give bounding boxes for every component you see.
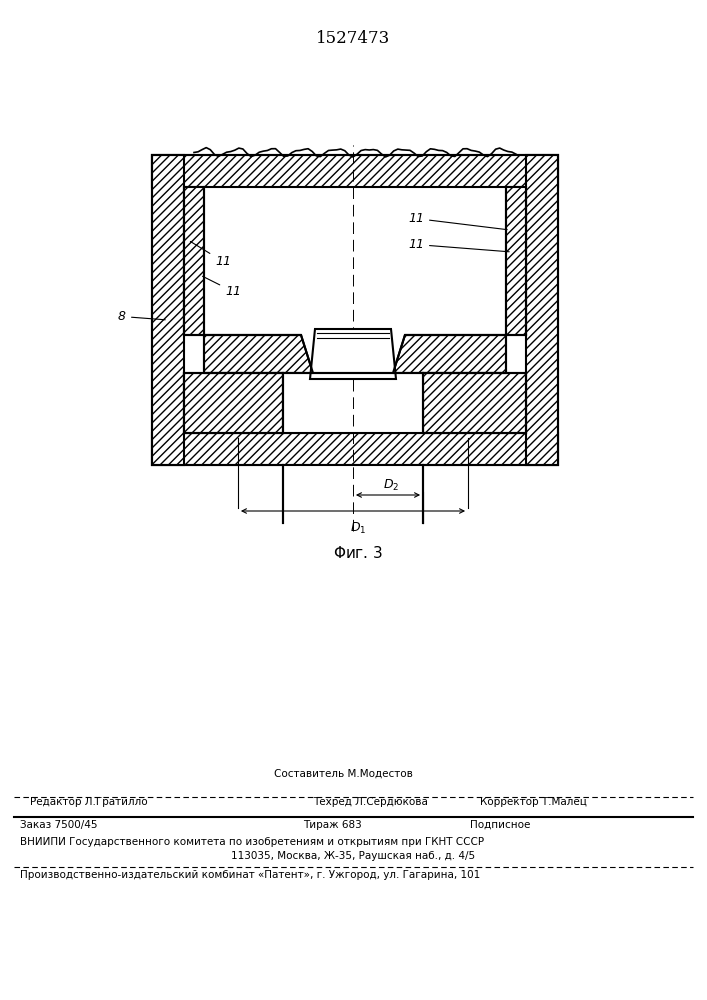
Text: 113035, Москва, Ж-35, Раушская наб., д. 4/5: 113035, Москва, Ж-35, Раушская наб., д. …: [231, 851, 475, 861]
Text: $D_1$: $D_1$: [350, 521, 366, 536]
Bar: [184, 187, 204, 335]
Text: Подписное: Подписное: [470, 820, 530, 830]
Polygon shape: [310, 329, 396, 379]
Bar: [506, 187, 526, 335]
Text: 11: 11: [202, 276, 241, 298]
Bar: [423, 373, 526, 433]
Text: ВНИИПИ Государственного комитета по изобретениям и открытиям при ГКНТ СССР: ВНИИПИ Государственного комитета по изоб…: [20, 837, 484, 847]
Text: 11: 11: [408, 212, 507, 230]
Bar: [152, 155, 184, 465]
Polygon shape: [393, 335, 506, 373]
Bar: [184, 373, 283, 433]
Polygon shape: [184, 187, 526, 433]
Text: 11: 11: [408, 238, 509, 252]
Text: Редактор Л.Гратилло: Редактор Л.Гратилло: [30, 797, 148, 807]
Polygon shape: [204, 335, 313, 373]
Text: Производственно-издательский комбинат «Патент», г. Ужгород, ул. Гагарина, 101: Производственно-издательский комбинат «П…: [20, 870, 480, 880]
Text: $\Phi$иг. 3: $\Phi$иг. 3: [333, 545, 383, 561]
Bar: [152, 155, 558, 465]
Text: 8: 8: [118, 310, 165, 323]
Text: Корректор Т.Малец: Корректор Т.Малец: [480, 797, 587, 807]
Bar: [152, 155, 558, 187]
Text: $D_2$: $D_2$: [383, 478, 399, 493]
Text: Тираж 683: Тираж 683: [303, 820, 362, 830]
Polygon shape: [283, 373, 423, 433]
Bar: [152, 433, 558, 465]
Text: 1527473: 1527473: [316, 30, 390, 47]
Text: 11: 11: [190, 241, 231, 268]
Text: Заказ 7500/45: Заказ 7500/45: [20, 820, 98, 830]
Text: Техред Л.Сердюкова: Техред Л.Сердюкова: [313, 797, 428, 807]
Bar: [526, 155, 558, 465]
Text: Составитель М.Модестов: Составитель М.Модестов: [274, 769, 412, 779]
Polygon shape: [283, 465, 423, 523]
